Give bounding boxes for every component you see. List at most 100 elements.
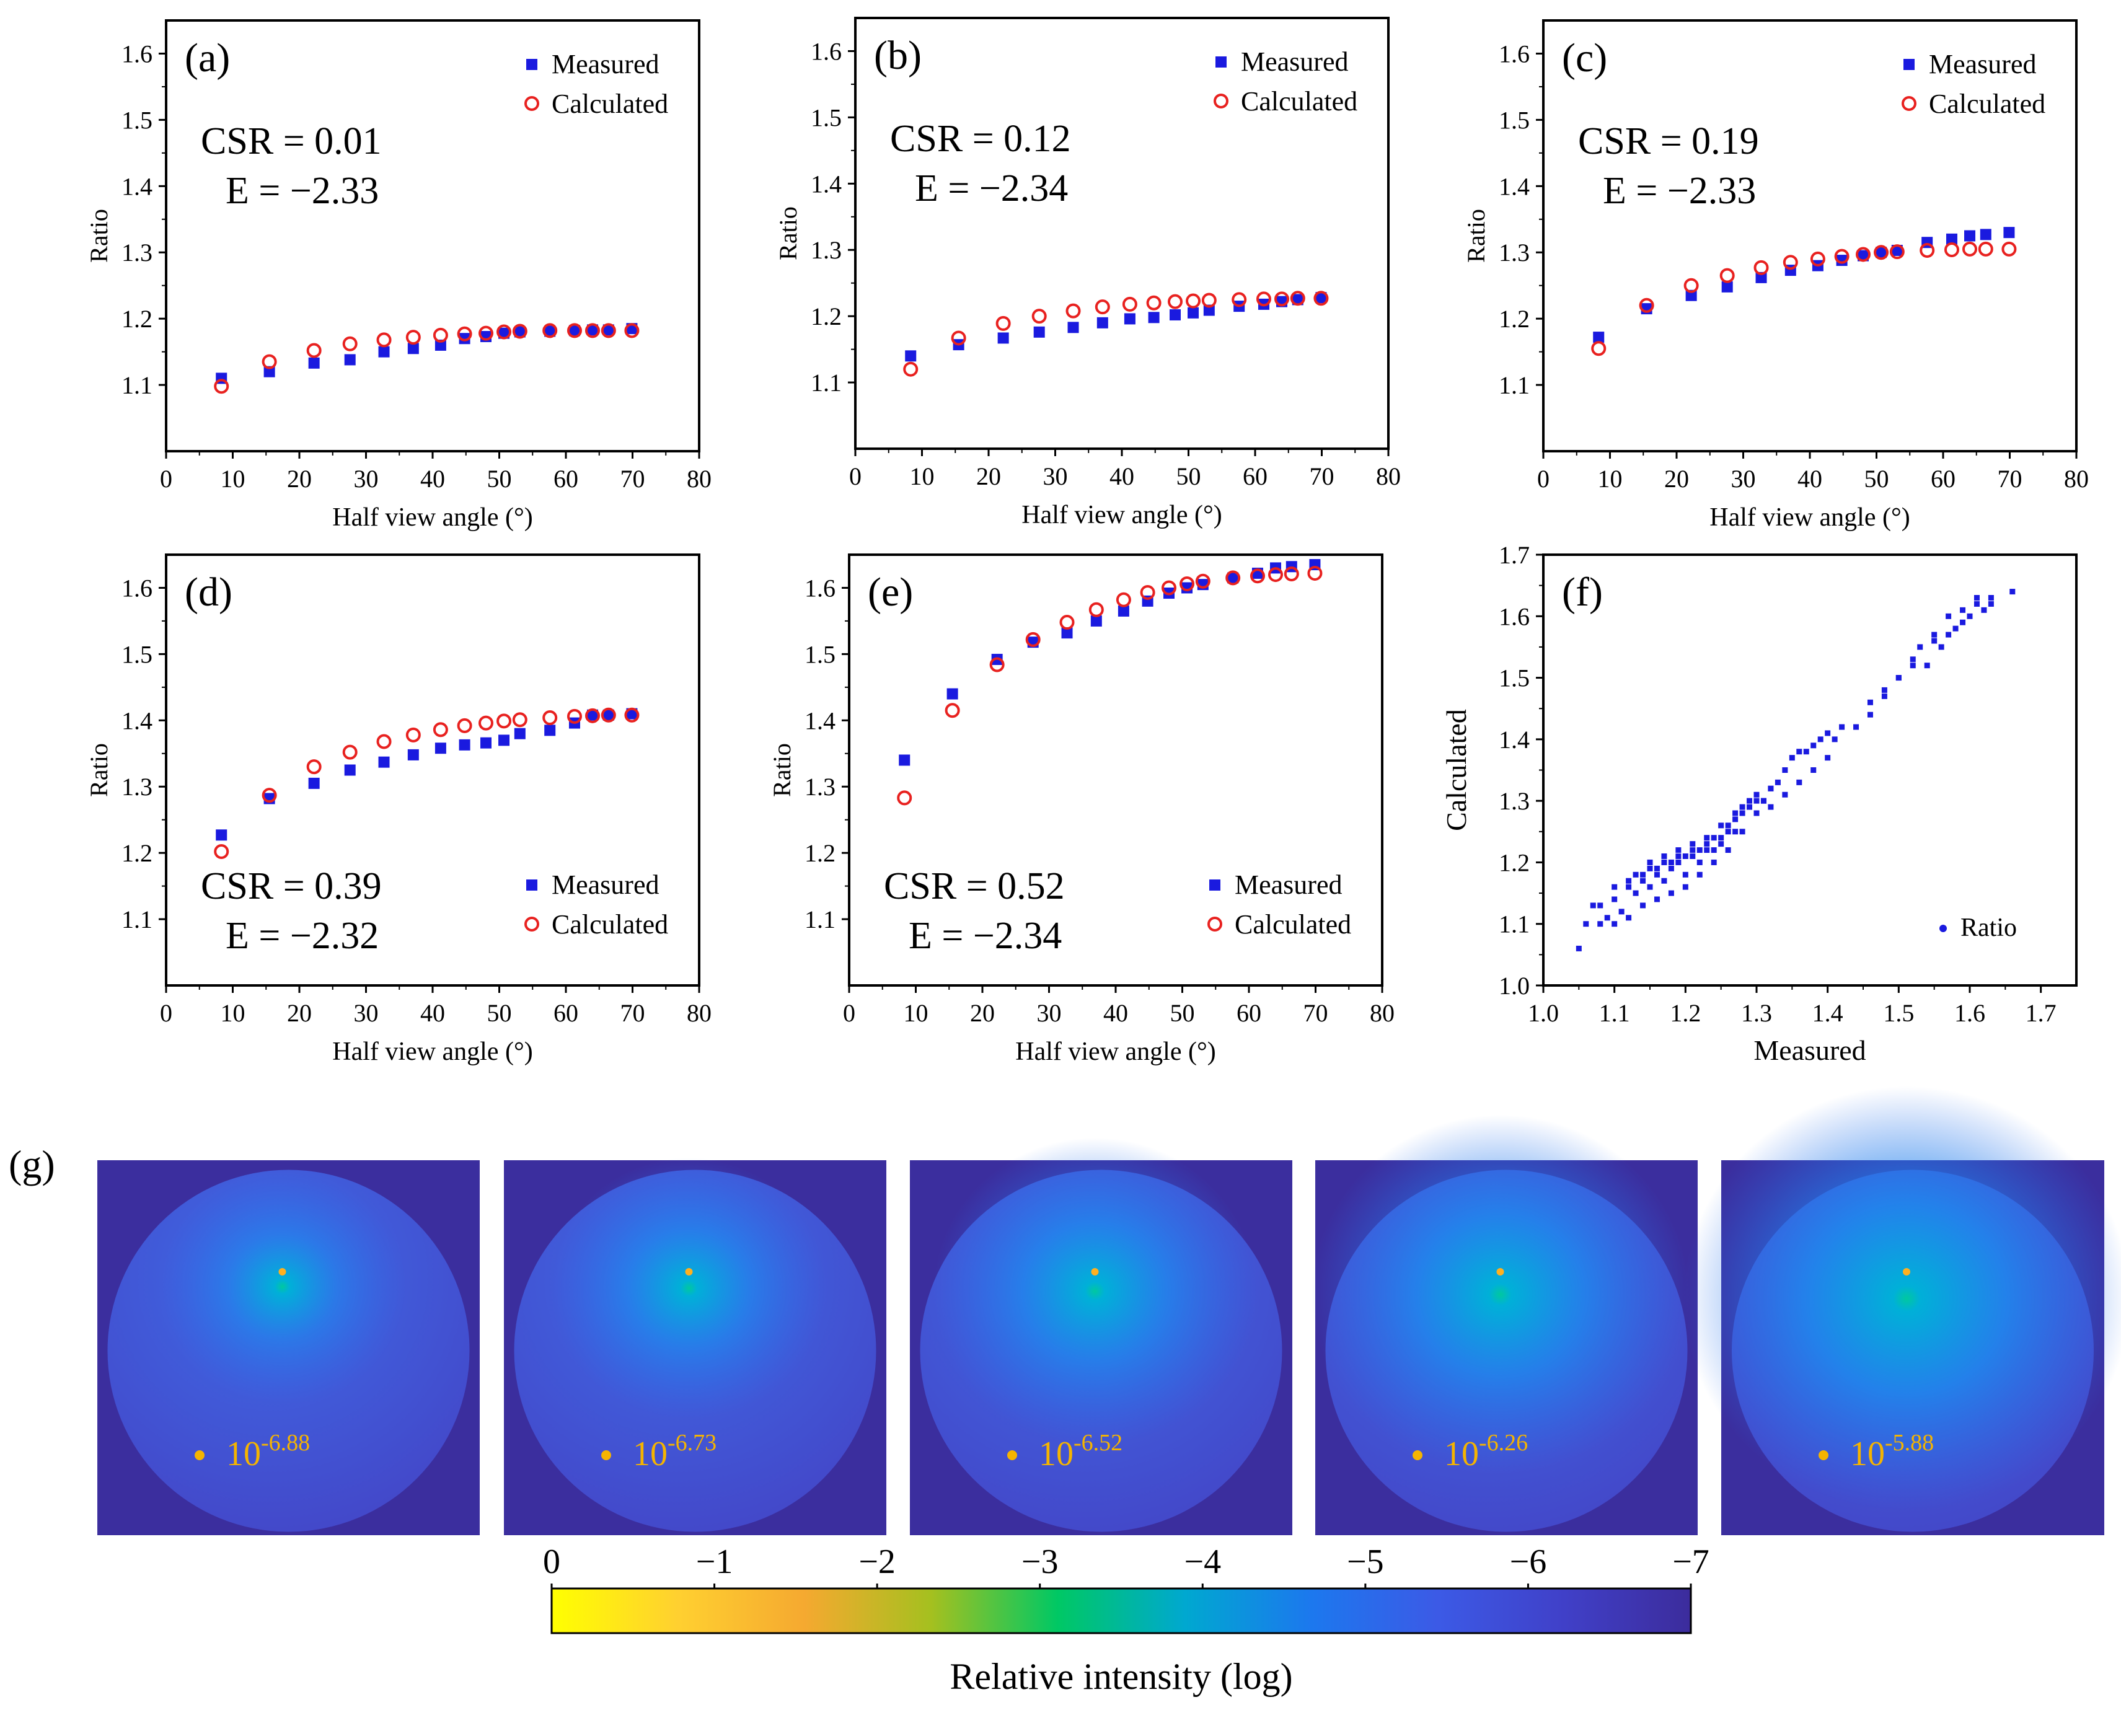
- calculated-point: [1256, 291, 1271, 307]
- legend-measured-marker: [1215, 56, 1227, 68]
- calculated-point: [1274, 291, 1289, 307]
- x-tick-label: 1.3: [1741, 999, 1772, 1027]
- ratio-point: [1732, 829, 1739, 835]
- ratio-point: [1682, 884, 1688, 890]
- ratio-point: [1718, 822, 1724, 829]
- ratio-point: [1895, 675, 1902, 681]
- map-min-base: 10: [1444, 1435, 1479, 1473]
- measured-point: [1755, 271, 1767, 283]
- ratio-point: [1711, 859, 1717, 865]
- ratio-point: [1661, 859, 1667, 865]
- plot-frame: [165, 19, 700, 452]
- measured-point: [1067, 322, 1079, 333]
- intensity-map-3: 10-6.52: [910, 1137, 1292, 1535]
- ratio-point: [1810, 742, 1817, 749]
- ratio-point: [1704, 847, 1710, 853]
- measured-point: [602, 709, 614, 721]
- calculated-point: [1250, 568, 1265, 584]
- calculated-point: [1889, 244, 1905, 260]
- plot-frame: [1542, 19, 2078, 452]
- ratio-point: [1626, 884, 1632, 890]
- x-tick-label: 60: [553, 465, 578, 493]
- x-tick-label: 50: [1170, 999, 1195, 1027]
- ratio-point: [1640, 878, 1646, 884]
- ratio-point: [1782, 791, 1788, 798]
- map-glow: [1311, 1114, 1690, 1474]
- legend-measured-label: Measured: [1241, 46, 1349, 77]
- y-tick-label: 1.2: [1499, 305, 1530, 333]
- panel-e: 0 10 20 30 40 50 60 70 80 1.1 1.2 1.3 1.4 1.5 1.6 Half …: [768, 553, 1395, 1066]
- calculated-point: [1088, 602, 1104, 617]
- calculated-point: [262, 788, 277, 803]
- map-min-exponent: -6.26: [1479, 1430, 1528, 1456]
- measured-point: [1170, 309, 1181, 321]
- y-tick-label: 1.1: [121, 905, 152, 933]
- panel-b: 0 10 20 30 40 50 60 70 80 1.1 1.2 1.3 1.4 1.5 1.6 Half …: [774, 17, 1401, 529]
- legend-calculated-marker: [1902, 96, 1916, 111]
- x-tick-label: 20: [287, 465, 312, 493]
- ratio-point: [1967, 613, 1973, 619]
- panel-label: (a): [185, 35, 230, 81]
- ratio-point: [1747, 798, 1753, 804]
- x-tick-label: 20: [1664, 465, 1689, 493]
- calculated-point: [478, 325, 493, 341]
- y-tick-label: 1.1: [121, 371, 152, 399]
- ratio-point: [1725, 847, 1731, 853]
- x-tick-label: 10: [221, 465, 245, 493]
- x-tick-label: 10: [910, 462, 935, 490]
- ratio-point: [1946, 613, 1952, 619]
- map-peak: [1496, 1268, 1504, 1276]
- ratio-point: [1690, 853, 1696, 859]
- legend: Measured Calculated: [524, 49, 668, 119]
- x-tick-label: 50: [1864, 465, 1889, 493]
- colorbar-gradient: [550, 1587, 1692, 1634]
- intensity-map-2: 10-6.73: [504, 1157, 886, 1535]
- calculated-point: [1146, 295, 1162, 311]
- calculated-point: [433, 722, 448, 738]
- colorbar-tick-label: −1: [696, 1543, 733, 1581]
- x-tick-label: 1.1: [1599, 999, 1630, 1027]
- calculated-point: [1059, 615, 1075, 630]
- legend-calculated-label: Calculated: [1235, 909, 1351, 940]
- map-min-label: 10-6.73: [633, 1430, 717, 1473]
- ratio-point: [1973, 595, 1980, 601]
- x-tick-label: 20: [287, 999, 312, 1027]
- ratio-point: [1867, 712, 1873, 718]
- measured-point: [434, 339, 446, 351]
- measured-point: [407, 343, 419, 355]
- ratio-point: [1690, 841, 1696, 847]
- map-label-dot: [1007, 1450, 1017, 1460]
- x-tick-label: 40: [420, 999, 445, 1027]
- y-tick-label: 1.6: [1499, 602, 1530, 630]
- y-axis-label: Ratio: [768, 743, 796, 797]
- measured-point: [1227, 572, 1239, 584]
- calculated-point: [1719, 268, 1735, 283]
- legend-measured-marker: [526, 59, 537, 70]
- ratio-point: [1952, 625, 1959, 632]
- intensity-maps: 10-6.88 10-6.73 10-6.52 10-6.26 10-5.88: [97, 1086, 2121, 1535]
- x-tick-label: 10: [904, 999, 928, 1027]
- x-tick-label: 40: [1797, 465, 1822, 493]
- measured-point: [1946, 233, 1957, 245]
- calculated-point: [214, 379, 229, 394]
- ratio-point: [1711, 847, 1717, 853]
- ratio-point: [1661, 878, 1667, 884]
- legend-calculated-marker: [1207, 917, 1222, 932]
- calculated-point: [542, 323, 558, 338]
- y-tick-label: 1.4: [121, 707, 152, 734]
- x-tick-label: 30: [354, 999, 379, 1027]
- y-tick-label: 1.4: [811, 170, 842, 198]
- ratio-point: [1704, 835, 1710, 841]
- x-tick-label: 60: [1237, 999, 1261, 1027]
- calculated-point: [1920, 243, 1935, 258]
- measured-point: [1096, 317, 1108, 328]
- series-calculated: [214, 707, 640, 860]
- calculated-point: [1186, 293, 1201, 309]
- calculated-point: [1025, 632, 1041, 647]
- y-tick-label: 1.5: [1499, 106, 1530, 134]
- calculated-point: [1874, 245, 1889, 260]
- measured-point: [514, 728, 526, 739]
- series-measured: [216, 708, 638, 841]
- ratio-point: [1675, 853, 1682, 859]
- x-axis-label: Half view angle (°): [1015, 1038, 1216, 1066]
